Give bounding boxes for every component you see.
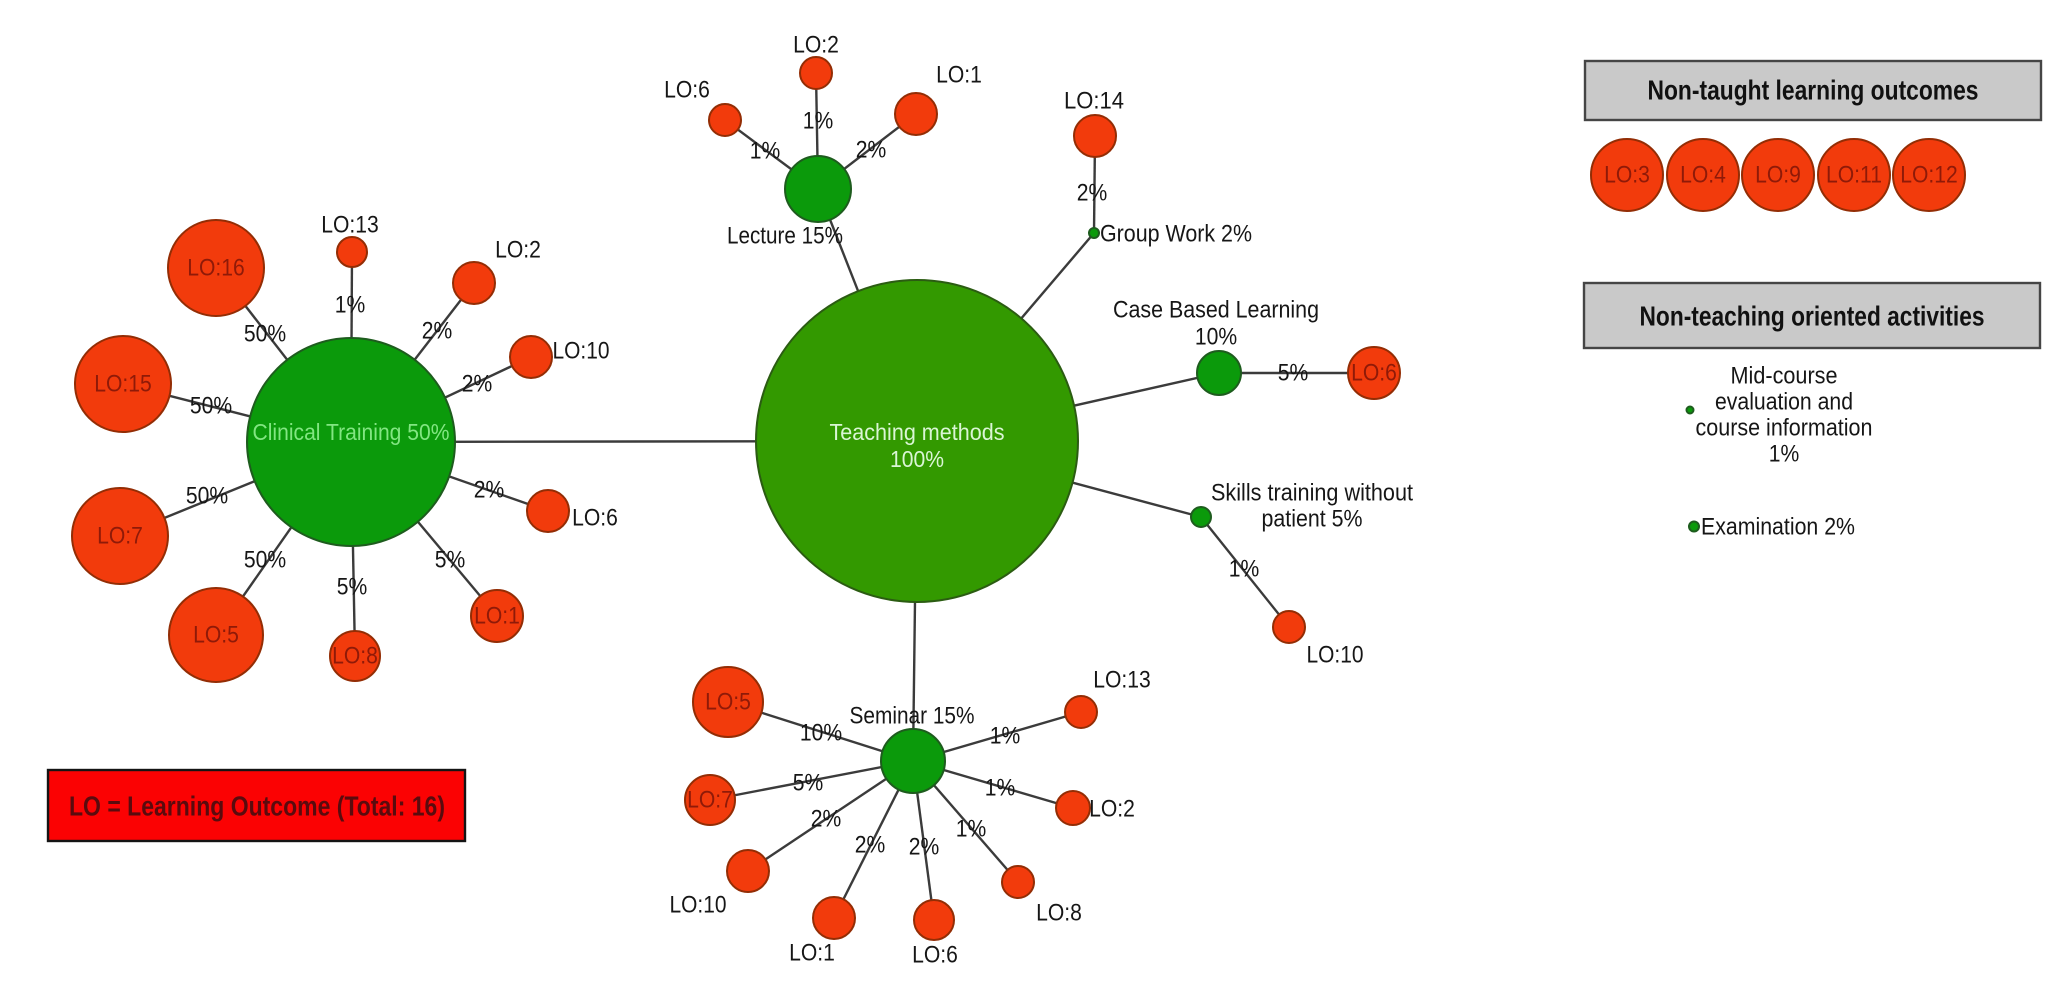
svg-text:Seminar 15%: Seminar 15% [850, 703, 975, 730]
svg-text:10%: 10% [1195, 324, 1237, 351]
svg-text:5%: 5% [1278, 360, 1309, 387]
svg-text:1%: 1% [956, 816, 987, 843]
svg-text:LO:5: LO:5 [705, 689, 751, 716]
svg-text:50%: 50% [244, 321, 286, 348]
svg-text:Non-taught learning outcomes: Non-taught learning outcomes [1648, 75, 1979, 106]
svg-text:Mid-course: Mid-course [1731, 363, 1838, 390]
svg-text:2%: 2% [1077, 180, 1108, 207]
svg-text:LO:6: LO:6 [572, 505, 618, 532]
svg-text:1%: 1% [990, 723, 1021, 750]
svg-text:Lecture 15%: Lecture 15% [727, 223, 843, 250]
svg-text:10%: 10% [800, 720, 842, 747]
svg-text:1%: 1% [750, 138, 781, 165]
svg-text:1%: 1% [1229, 556, 1260, 583]
svg-text:Case Based Learning: Case Based Learning [1113, 297, 1319, 324]
svg-text:Teaching methods: Teaching methods [830, 419, 1005, 445]
svg-text:LO:9: LO:9 [1755, 162, 1801, 189]
svg-text:LO:1: LO:1 [789, 940, 835, 967]
svg-text:5%: 5% [435, 547, 466, 574]
svg-text:LO:3: LO:3 [1604, 162, 1650, 189]
svg-text:1%: 1% [985, 775, 1016, 802]
svg-text:LO:6: LO:6 [912, 942, 958, 969]
svg-text:2%: 2% [856, 137, 887, 164]
svg-text:Skills training without: Skills training without [1211, 480, 1413, 507]
svg-text:LO:13: LO:13 [321, 212, 379, 239]
svg-text:Clinical Training 50%: Clinical Training 50% [253, 419, 450, 445]
svg-text:LO:1: LO:1 [936, 62, 982, 89]
svg-text:LO:4: LO:4 [1680, 162, 1726, 189]
svg-text:LO:2: LO:2 [1089, 796, 1135, 823]
svg-text:50%: 50% [186, 483, 228, 510]
svg-text:1%: 1% [1769, 441, 1800, 468]
svg-text:LO:5: LO:5 [193, 622, 239, 649]
svg-text:2%: 2% [811, 806, 842, 833]
svg-text:LO:1: LO:1 [474, 603, 520, 630]
svg-text:LO:8: LO:8 [332, 643, 378, 670]
svg-text:LO:2: LO:2 [495, 237, 541, 264]
svg-text:2%: 2% [474, 477, 505, 504]
svg-text:LO:7: LO:7 [97, 523, 143, 550]
svg-text:LO:10: LO:10 [553, 338, 610, 365]
svg-text:2%: 2% [462, 371, 493, 398]
svg-text:50%: 50% [190, 393, 232, 420]
svg-text:2%: 2% [422, 318, 453, 345]
svg-text:LO:11: LO:11 [1826, 162, 1882, 189]
svg-text:LO:15: LO:15 [94, 371, 152, 398]
svg-text:Examination 2%: Examination 2% [1701, 514, 1855, 541]
svg-text:course information: course information [1696, 415, 1873, 442]
svg-text:LO:12: LO:12 [1900, 162, 1958, 189]
svg-text:LO:10: LO:10 [670, 892, 727, 919]
svg-text:5%: 5% [337, 574, 368, 601]
svg-text:2%: 2% [855, 832, 886, 859]
svg-text:LO:6: LO:6 [664, 77, 710, 104]
svg-text:50%: 50% [244, 547, 286, 574]
svg-text:5%: 5% [793, 770, 824, 797]
svg-text:Group Work 2%: Group Work 2% [1100, 221, 1252, 248]
svg-text:LO:8: LO:8 [1036, 900, 1082, 927]
svg-text:LO:6: LO:6 [1351, 360, 1397, 387]
svg-text:LO:13: LO:13 [1093, 667, 1151, 694]
svg-text:2%: 2% [909, 834, 940, 861]
svg-text:LO:16: LO:16 [187, 255, 245, 282]
svg-text:1%: 1% [335, 292, 366, 319]
svg-text:LO:10: LO:10 [1307, 642, 1364, 669]
svg-text:patient 5%: patient 5% [1262, 506, 1363, 533]
svg-text:LO:2: LO:2 [793, 32, 839, 59]
svg-text:LO:7: LO:7 [687, 787, 733, 814]
svg-text:1%: 1% [803, 108, 834, 135]
svg-text:Non-teaching oriented activiti: Non-teaching oriented activities [1640, 301, 1985, 332]
svg-text:evaluation and: evaluation and [1715, 389, 1853, 416]
svg-text:LO = Learning Outcome (Total:: LO = Learning Outcome (Total: 16) [69, 791, 445, 822]
svg-text:LO:14: LO:14 [1064, 88, 1124, 115]
svg-text:100%: 100% [890, 446, 944, 472]
